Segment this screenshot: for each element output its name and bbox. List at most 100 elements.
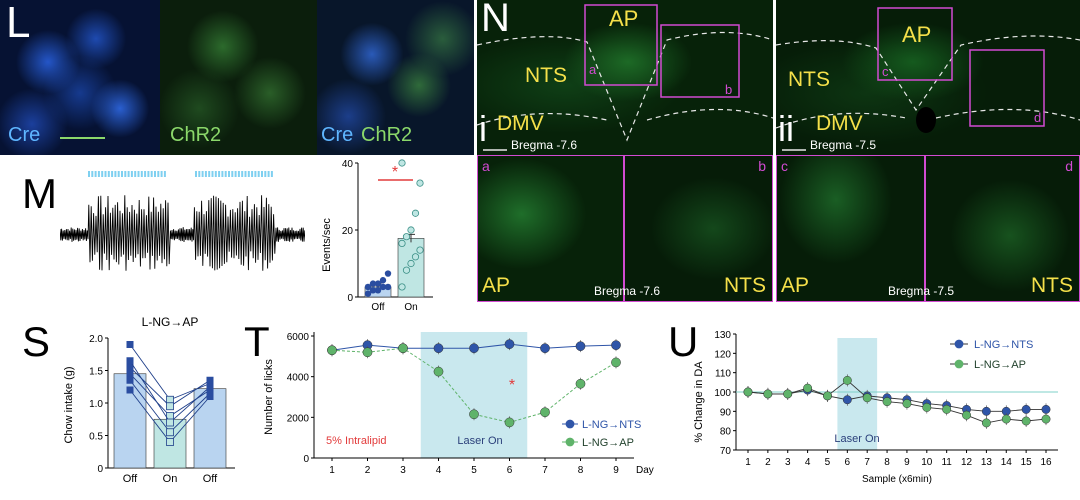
x-tick-label: On: [163, 473, 178, 485]
laser-pulse: [147, 171, 150, 177]
y-tick-label: 90: [720, 407, 732, 418]
chr2-image: ChR2: [160, 0, 317, 155]
laser-pulse: [104, 171, 107, 177]
panel-letter-M: M: [22, 170, 57, 217]
point-on: [411, 209, 420, 217]
bregma-i-label: Bregma -7.6: [511, 138, 578, 152]
series-point: [882, 397, 892, 407]
series-point: [575, 378, 586, 389]
laser-pulse: [237, 171, 240, 177]
laser-pulse: [257, 171, 260, 177]
section-ii-outlines: [776, 7, 1080, 151]
legend-marker: [954, 339, 964, 349]
spike-trace-path: [60, 195, 305, 271]
series-line: [331, 347, 617, 423]
series-point: [469, 343, 479, 354]
box-d-label: d: [1034, 110, 1042, 125]
laser-pulse: [228, 171, 230, 177]
series-point: [575, 341, 586, 352]
laser-pulse: [241, 171, 244, 177]
x-tick-label: 14: [1001, 457, 1013, 468]
series-point: [763, 389, 773, 399]
point-on: [402, 266, 411, 274]
laser-pulse: [137, 171, 140, 177]
y-tick-label: 6000: [287, 332, 310, 343]
y-tick-label: 120: [714, 349, 731, 360]
series-point: [433, 366, 444, 377]
laser-pulse: [234, 171, 237, 177]
point-off: [364, 290, 372, 297]
x-tick-label: 1: [329, 465, 335, 476]
x-axis-label: Day: [636, 465, 654, 476]
events-ylabel: Events/sec: [321, 218, 333, 272]
x-tick-label: 4: [436, 465, 442, 476]
cre-image: Cre: [0, 0, 160, 155]
y-tick-label: 4000: [287, 373, 310, 384]
series-point: [611, 340, 621, 350]
x-tick-label: 9: [613, 465, 619, 476]
series-point: [862, 393, 872, 403]
series-point: [540, 407, 550, 418]
laser-pulse: [160, 171, 163, 177]
y-tick-label: 0: [347, 293, 353, 304]
series-point: [922, 403, 932, 412]
subject-marker: [126, 357, 134, 365]
laser-pulse: [94, 171, 97, 177]
chow-subject-lines: [126, 341, 214, 446]
AP-label: AP: [609, 6, 639, 31]
laser-pulse: [127, 171, 130, 177]
series-point: [962, 410, 971, 420]
legend-label: L-NG→NTS: [974, 339, 1033, 351]
licks-axes: 0 2000 4000 6000 1 2 3 4 5 6 7 8 9 Day: [287, 332, 654, 476]
licks-chart: Number of licks 0 2000 4000 6000 1 2 3 4 5 6 7 8 9 Da…: [263, 332, 654, 476]
laser-pulse: [163, 171, 166, 177]
point-on: [407, 259, 415, 268]
x-tick-label: On: [404, 302, 417, 313]
x-tick-label: 5: [471, 465, 477, 476]
subject-marker: [126, 376, 134, 384]
y-tick-label: 2000: [287, 413, 310, 424]
x-tick-label: 8: [578, 465, 584, 476]
merge-cre-label: Cre: [321, 124, 354, 146]
laser-pulse: [204, 171, 207, 177]
point-off: [369, 280, 377, 287]
laser-pulse: [157, 171, 160, 177]
cre-label: Cre: [8, 124, 41, 146]
laser-pulse: [154, 171, 156, 177]
series-line: [747, 389, 1046, 412]
box-c-label: c: [882, 64, 889, 79]
series-point: [611, 357, 621, 368]
x-tick-label: 3: [400, 465, 406, 476]
zoom-b-letter: b: [758, 158, 766, 174]
x-tick-label: 9: [904, 457, 910, 468]
x-tick-label: 3: [785, 457, 791, 468]
y-tick-label: 40: [342, 159, 354, 170]
laser-pulse: [124, 171, 127, 177]
laser-pulse: [208, 171, 211, 177]
events-chart: Events/sec 0 20 40 Off On *: [321, 159, 433, 313]
chr2-label: ChR2: [170, 124, 222, 146]
subject-marker: [206, 393, 214, 400]
DMV-label-ii: DMV: [816, 112, 863, 135]
laser-pulse: [224, 171, 227, 177]
zoom-b: b NTS: [624, 155, 773, 302]
series-point: [981, 406, 991, 416]
laser-pulse: [101, 171, 104, 177]
panel-letter-N: N: [481, 0, 510, 40]
NTS-label-ii: NTS: [788, 68, 830, 91]
section-i-outlines: [477, 4, 773, 151]
x-tick-label: Off: [123, 473, 138, 485]
x-tick-label: 12: [961, 457, 973, 468]
laser-pulse: [218, 171, 221, 177]
licks-ylabel: Number of licks: [263, 359, 275, 435]
point-on: [398, 159, 406, 167]
x-tick-label: 8: [884, 457, 890, 468]
laser-on-label-U: Laser On: [834, 433, 879, 445]
panel-letter-S: S: [22, 318, 51, 365]
x-tick-label: Off: [371, 302, 384, 313]
y-tick-label: 0.5: [89, 432, 103, 443]
series-point: [743, 387, 753, 397]
laser-pulse: [91, 171, 94, 177]
scale-bar: [60, 137, 105, 139]
chow-ylabel: Chow intake (g): [63, 366, 75, 443]
